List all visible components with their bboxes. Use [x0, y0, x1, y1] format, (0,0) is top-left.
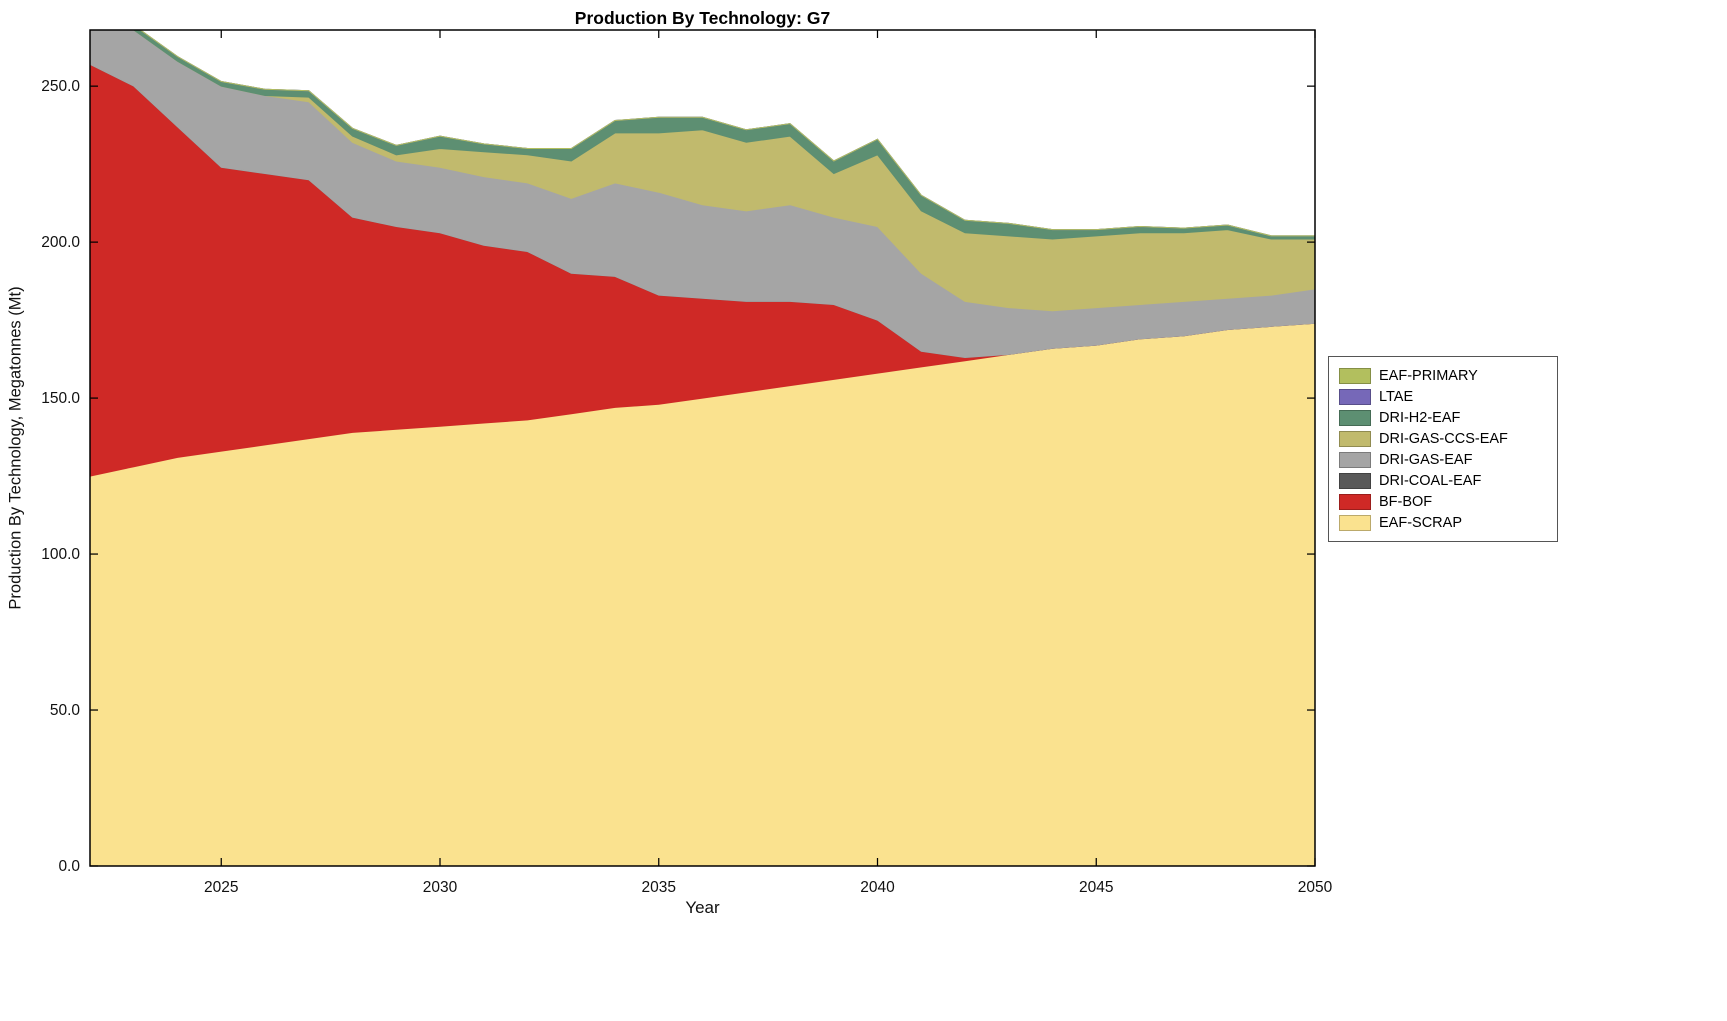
x-tick-label: 2030	[423, 879, 458, 896]
legend-item-ltae: LTAE	[1339, 386, 1547, 407]
x-tick-label: 2050	[1298, 879, 1333, 896]
legend-swatch-eaf-primary	[1339, 367, 1371, 384]
legend-label: BF-BOF	[1379, 493, 1433, 510]
x-tick-label: 2025	[204, 879, 238, 896]
axis-tick-labels: 2025 2030 2035 2040 2045 2050 0.0 50.0 100.0 150.…	[41, 78, 1332, 896]
legend-label: EAF-PRIMARY	[1379, 367, 1478, 384]
x-axis-label: Year	[685, 898, 720, 917]
legend-swatch-dri-coal-eaf	[1339, 472, 1371, 489]
legend-item-eaf-scrap: EAF-SCRAP	[1339, 512, 1547, 533]
legend-swatch-bf-bof	[1339, 493, 1371, 510]
legend-label: DRI-H2-EAF	[1379, 409, 1461, 426]
x-tick-label: 2035	[642, 879, 676, 896]
y-tick-label: 0.0	[58, 858, 80, 875]
legend-label: EAF-SCRAP	[1379, 514, 1462, 531]
area-eaf-primary	[139, 30, 1315, 237]
plot-border	[89, 29, 1316, 867]
legend-label: LTAE	[1379, 388, 1414, 405]
y-tick-label: 50.0	[50, 702, 81, 719]
legend-label: DRI-GAS-EAF	[1379, 451, 1473, 468]
area-series-group	[90, 30, 1315, 866]
y-tick-label: 250.0	[41, 78, 80, 95]
legend-swatch-dri-h2-eaf	[1339, 409, 1371, 426]
legend-swatch-dri-gas-ccs-eaf	[1339, 430, 1371, 447]
legend-item-eaf-primary: EAF-PRIMARY	[1339, 365, 1547, 386]
legend-label: DRI-COAL-EAF	[1379, 472, 1482, 489]
y-axis-label: Production By Technology, Megatonnes (Mt…	[6, 286, 25, 610]
legend-item-dri-gas-eaf: DRI-GAS-EAF	[1339, 449, 1547, 470]
legend-item-dri-gas-ccs-eaf: DRI-GAS-CCS-EAF	[1339, 428, 1547, 449]
legend-item-bf-bof: BF-BOF	[1339, 491, 1547, 512]
legend-swatch-eaf-scrap	[1339, 514, 1371, 531]
x-tick-label: 2040	[860, 879, 895, 896]
axis-ticks	[90, 30, 1316, 867]
legend-item-dri-coal-eaf: DRI-COAL-EAF	[1339, 470, 1547, 491]
y-tick-label: 100.0	[41, 546, 80, 563]
chart-title: Production By Technology: G7	[574, 8, 831, 28]
legend-label: DRI-GAS-CCS-EAF	[1379, 430, 1508, 447]
x-tick-label: 2045	[1079, 879, 1113, 896]
legend-box: EAF-PRIMARY LTAE DRI-H2-EAF DRI-GAS-CCS-EAF…	[1328, 356, 1558, 542]
y-tick-label: 200.0	[41, 234, 80, 251]
legend-swatch-dri-gas-eaf	[1339, 451, 1371, 468]
legend-item-dri-h2-eaf: DRI-H2-EAF	[1339, 407, 1547, 428]
y-tick-label: 150.0	[41, 390, 80, 407]
legend-swatch-ltae	[1339, 388, 1371, 405]
